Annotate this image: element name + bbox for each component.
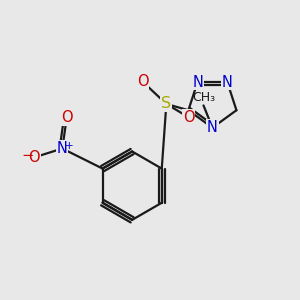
- Text: O: O: [61, 110, 73, 125]
- Text: O: O: [183, 110, 194, 125]
- Text: N: N: [57, 141, 68, 156]
- Text: N: N: [207, 120, 218, 135]
- Text: CH₃: CH₃: [192, 92, 215, 104]
- Text: +: +: [64, 141, 73, 151]
- Text: S: S: [161, 96, 171, 111]
- Text: O: O: [28, 150, 40, 165]
- Text: O: O: [137, 74, 148, 89]
- Text: N: N: [192, 74, 203, 89]
- Text: N: N: [222, 74, 233, 89]
- Text: −: −: [21, 148, 34, 164]
